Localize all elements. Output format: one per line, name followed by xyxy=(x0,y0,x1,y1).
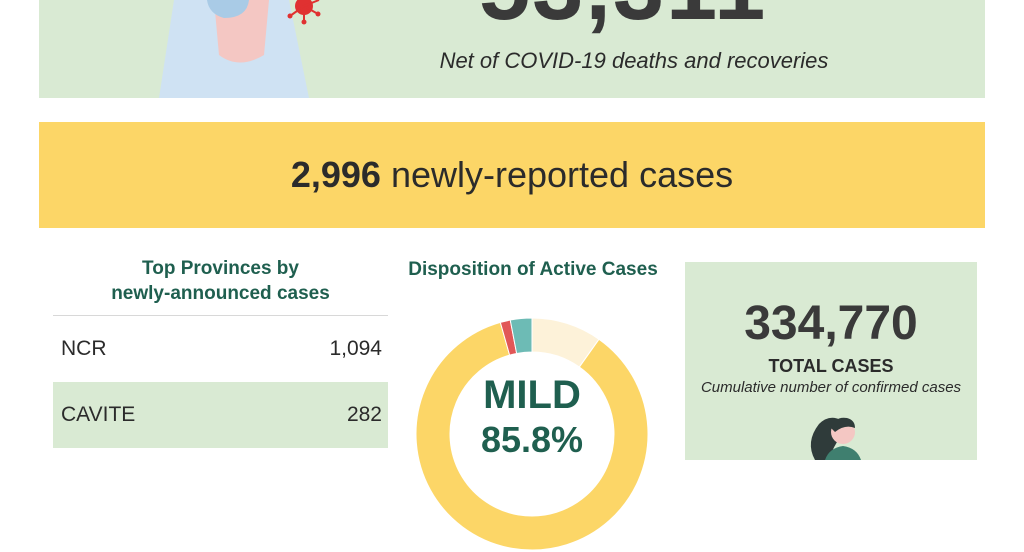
new-cases-text: 2,996 newly-reported cases xyxy=(39,122,985,228)
new-cases-count: 2,996 xyxy=(290,154,381,195)
total-cases-caption: Cumulative number of confirmed cases xyxy=(700,379,962,396)
new-cases-label: newly-reported cases xyxy=(380,154,734,195)
active-cases-banner: 53,311 Net of COVID-19 deaths and recove… xyxy=(39,0,985,98)
province-name: NCR xyxy=(61,337,107,360)
province-count: 1,094 xyxy=(329,337,382,360)
total-cases-label: TOTAL CASES xyxy=(768,356,894,376)
total-cases-panel: 334,770 TOTAL CASES Cumulative number of… xyxy=(685,262,977,460)
donut-center-label: MILD 85.8% xyxy=(434,372,630,462)
table-divider xyxy=(53,315,388,316)
active-cases-caption: Net of COVID-19 deaths and recoveries xyxy=(439,48,829,73)
provinces-title: Top Provinces by newly-announced cases xyxy=(53,256,388,306)
province-count: 282 xyxy=(346,403,382,426)
donut-center-category: MILD xyxy=(483,373,581,417)
new-cases-banner: 2,996 newly-reported cases xyxy=(39,122,985,228)
total-cases-number: 334,770 xyxy=(744,297,918,350)
table-row: NCR 1,094 xyxy=(53,316,388,382)
disposition-title: Disposition of Active Cases xyxy=(408,259,658,280)
donut-center-value: 85.8% xyxy=(480,419,584,460)
person-illustration-icon xyxy=(810,417,861,460)
donut-segment-teal xyxy=(509,317,533,355)
person-with-virus-icon xyxy=(159,0,321,98)
provinces-title-line1: Top Provinces by xyxy=(142,258,299,279)
table-row: CAVITE 282 xyxy=(53,382,388,448)
active-cases-number: 53,311 xyxy=(479,0,799,38)
province-name: CAVITE xyxy=(61,403,136,426)
provinces-table: NCR 1,094 CAVITE 282 xyxy=(53,315,388,448)
provinces-title-line2: newly-announced cases xyxy=(111,283,330,304)
